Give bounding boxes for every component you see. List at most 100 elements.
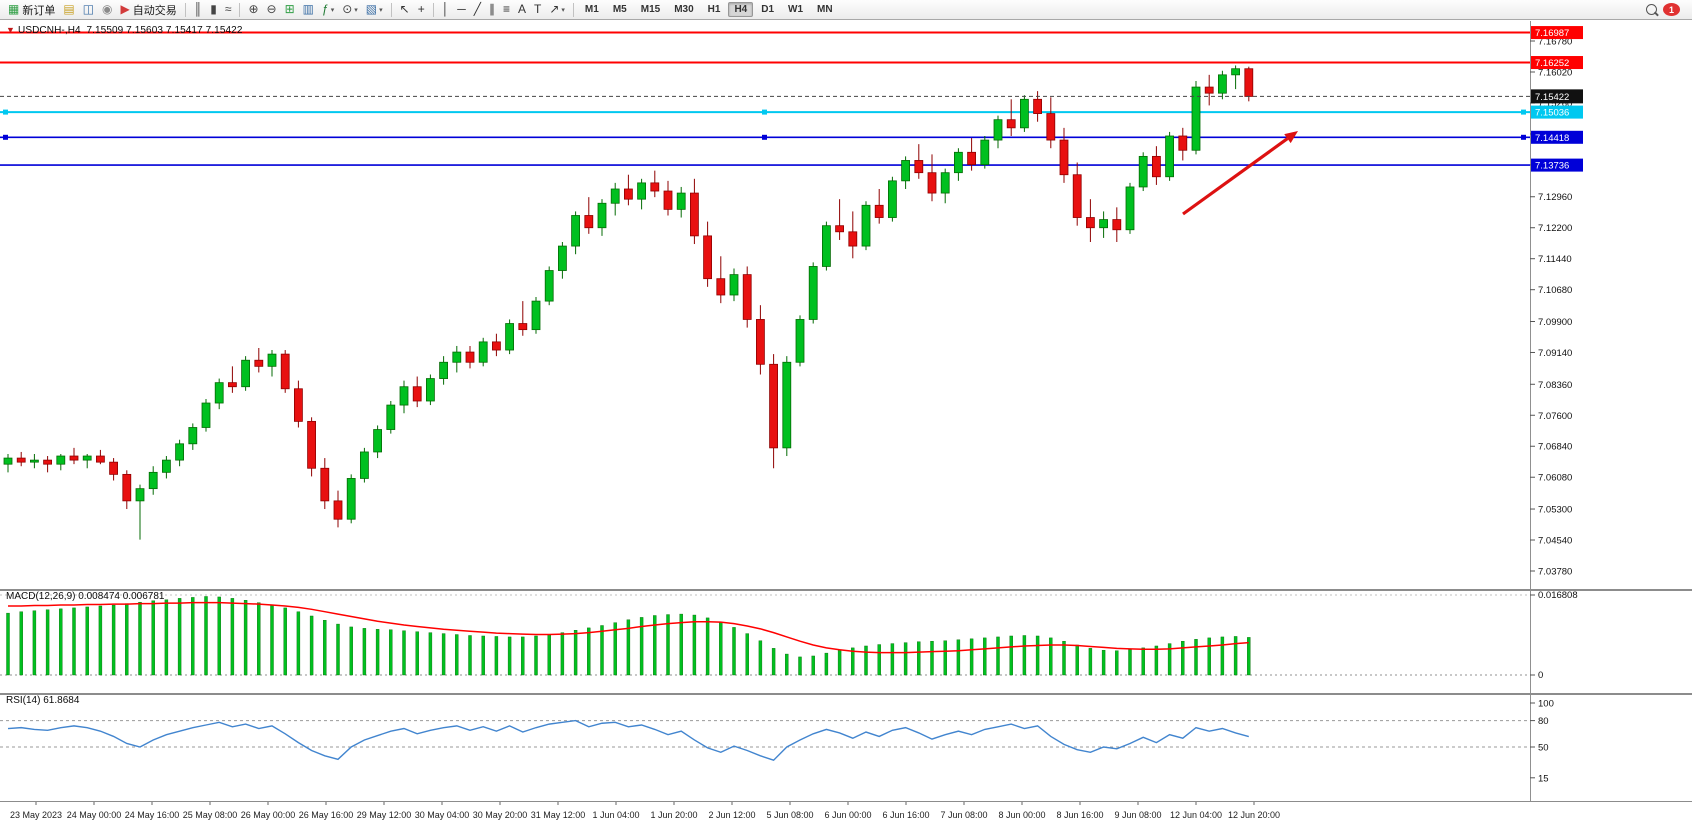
price-axis-label: 7.12960 xyxy=(1538,192,1572,203)
price-axis-label: 7.15260 xyxy=(1538,98,1572,109)
time-axis-label: 8 Jun 00:00 xyxy=(998,810,1045,820)
time-axis-label: 30 May 04:00 xyxy=(415,810,470,820)
crosshair-button[interactable]: + xyxy=(415,1,428,18)
macd-panel[interactable]: 0.016808 0 MACD(12,26,9) 0.008474 0.00678… xyxy=(0,589,1692,693)
label-button[interactable]: T xyxy=(531,1,544,18)
rsi-axis-label: 100 xyxy=(1538,699,1554,710)
notifications-badge[interactable]: 1 xyxy=(1663,3,1680,16)
svg-text:0: 0 xyxy=(1538,670,1543,681)
zoom-in-icon: ⊕ xyxy=(248,2,259,16)
rsi-canvas[interactable]: 100 80 50 15 xyxy=(0,693,1692,801)
rsi-axis-label: 50 xyxy=(1538,743,1549,754)
macd-canvas[interactable]: 0.016808 0 xyxy=(0,589,1692,693)
price-label-7.15036 xyxy=(1531,105,1583,119)
time-axis-label: 6 Jun 00:00 xyxy=(824,810,871,820)
panel-splitter-rsi[interactable] xyxy=(0,693,1692,695)
horizontal-line-icon: ─ xyxy=(457,2,466,16)
timeframe-h1[interactable]: H1 xyxy=(707,4,721,15)
new-order-icon: ▦ xyxy=(8,2,20,16)
time-axis-label: 7 Jun 08:00 xyxy=(940,810,987,820)
trendline-button[interactable]: ╱ xyxy=(471,1,484,18)
price-chart-panel[interactable]: 7.167807.160207.152607.145007.137407.129… xyxy=(0,21,1692,589)
zoom-in-button[interactable]: ⊕ xyxy=(245,1,261,18)
svg-text:7.14418: 7.14418 xyxy=(1535,133,1569,144)
price-axis-label: 7.11440 xyxy=(1538,254,1572,265)
panel-splitter-macd[interactable] xyxy=(0,589,1692,591)
auto-trading-button[interactable]: ▶ 自动交易 xyxy=(118,1,180,18)
timeframe-m30[interactable]: M30 xyxy=(674,4,694,15)
shapes-icon: ↗ xyxy=(549,2,560,16)
line-chart-icon: ≈ xyxy=(224,2,232,16)
chevron-down-icon: ▾ xyxy=(561,6,565,14)
svg-text:7.15036: 7.15036 xyxy=(1535,108,1569,119)
rsi-panel[interactable]: 100 80 50 15 RSI(14) 61.8684 xyxy=(0,693,1692,801)
indicators-button[interactable]: ƒ ▾ xyxy=(319,1,337,18)
templates-icon: ▧ xyxy=(365,2,378,16)
zoom-out-button[interactable]: ⊖ xyxy=(264,1,280,18)
horizontal-line-button[interactable]: ─ xyxy=(454,1,469,18)
new-order-button[interactable]: ▦ 新订单 xyxy=(5,1,58,18)
text-button[interactable]: A xyxy=(515,1,529,18)
time-axis-label: 8 Jun 16:00 xyxy=(1056,810,1103,820)
market-watch-button[interactable]: ◫ xyxy=(80,1,97,18)
toolbar-separator xyxy=(390,2,392,17)
price-axis-label: 7.16780 xyxy=(1538,37,1572,48)
price-axis-label: 7.05300 xyxy=(1538,505,1572,516)
text-icon: A xyxy=(517,2,526,16)
line-chart-button[interactable]: ≈ xyxy=(222,1,235,18)
shapes-button[interactable]: ↗ ▾ xyxy=(546,1,568,18)
price-axis-label: 7.04540 xyxy=(1538,536,1572,547)
timeframe-m1[interactable]: M1 xyxy=(584,4,599,15)
fibonacci-icon: ≡ xyxy=(502,2,510,16)
bar-chart-icon: ║ xyxy=(193,2,203,16)
refresh-button[interactable]: ◉ xyxy=(99,1,115,18)
price-axis-label: 7.09140 xyxy=(1538,348,1572,359)
ohlc-values: 7.15509 7.15603 7.15417 7.15422 xyxy=(86,25,243,36)
price-axis-label: 7.16020 xyxy=(1538,67,1572,78)
price-label-7.16987 xyxy=(1531,26,1583,40)
search-icon[interactable] xyxy=(1646,4,1657,15)
fibonacci-button[interactable]: ≡ xyxy=(500,1,513,18)
timeframe-m5[interactable]: M5 xyxy=(612,4,627,15)
svg-text:7.16252: 7.16252 xyxy=(1535,58,1569,69)
chart-workspace: 7.167807.160207.152607.145007.137407.129… xyxy=(0,21,1692,837)
time-axis-label: 31 May 12:00 xyxy=(531,810,586,820)
time-axis-label: 25 May 08:00 xyxy=(183,810,238,820)
time-axis[interactable]: 23 May 2023 24 May 00:00 24 May 16:00 25 Ma… xyxy=(0,801,1692,837)
candlestick-chart-button[interactable]: ▮ xyxy=(207,1,220,18)
timeframe-m15[interactable]: M15 xyxy=(640,4,661,15)
periods-button[interactable]: ⊙ ▾ xyxy=(339,1,361,18)
tile-windows-button[interactable]: ⊞ xyxy=(282,1,298,18)
price-axis-label: 7.07600 xyxy=(1538,411,1572,422)
vertical-line-button[interactable]: │ xyxy=(439,1,453,18)
zoom-out-icon: ⊖ xyxy=(266,2,277,16)
rsi-axis-label: 80 xyxy=(1538,716,1549,727)
price-label-7.16252 xyxy=(1531,56,1583,70)
ohlc-header: ▼ USDCNH-,H4 7.15509 7.15603 7.15417 7.15… xyxy=(6,25,242,36)
channel-button[interactable]: ∥ xyxy=(486,1,498,18)
auto-trading-button-label: 自动交易 xyxy=(132,4,177,17)
timeframe-mn[interactable]: MN xyxy=(817,4,833,15)
vertical-line-icon: │ xyxy=(441,2,450,16)
macd-label: MACD(12,26,9) 0.008474 0.006781 xyxy=(6,591,165,602)
periods-icon: ⊙ xyxy=(342,2,353,16)
toolbar-separator xyxy=(572,2,574,17)
rsi-line xyxy=(7,719,1249,762)
timeframe-w1[interactable]: W1 xyxy=(788,4,804,15)
templates-button[interactable]: ▧ ▾ xyxy=(363,1,386,18)
timeframe-d1[interactable]: D1 xyxy=(761,4,775,15)
charts-button[interactable]: ▤ xyxy=(60,1,77,18)
time-axis-label: 30 May 20:00 xyxy=(473,810,528,820)
cursor-button[interactable]: ↖ xyxy=(397,1,413,18)
timeframe-h4[interactable]: H4 xyxy=(728,2,754,17)
strategy-tester-button[interactable]: ▥ xyxy=(300,1,317,18)
time-axis-label: 2 Jun 12:00 xyxy=(708,810,755,820)
price-chart-canvas[interactable]: 7.167807.160207.152607.145007.137407.129… xyxy=(0,21,1692,589)
svg-text:7.15422: 7.15422 xyxy=(1535,92,1569,103)
price-axis-label: 7.09900 xyxy=(1538,317,1572,328)
crosshair-icon: + xyxy=(417,2,425,16)
bar-chart-button[interactable]: ║ xyxy=(191,1,206,18)
one-click-trading-icon[interactable]: ▼ xyxy=(6,25,16,35)
charts-icon: ▤ xyxy=(63,2,75,16)
trend-arrow[interactable] xyxy=(1182,137,1289,216)
